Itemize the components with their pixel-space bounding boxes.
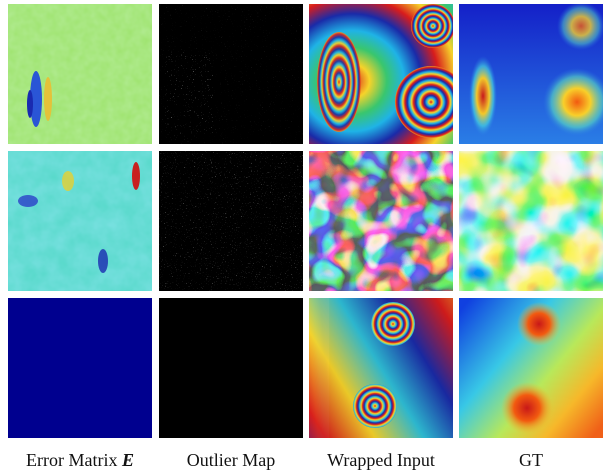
caption-error-matrix: Error Matrix E <box>26 450 134 470</box>
gt-row3 <box>459 298 603 438</box>
error-matrix-row2 <box>8 151 152 291</box>
error-matrix-row1 <box>8 4 152 144</box>
gt-row1 <box>459 4 603 144</box>
wrapped-input-row2 <box>309 151 453 291</box>
error-matrix-row3 <box>8 298 152 438</box>
caption-wrapped-input: Wrapped Input <box>327 450 435 470</box>
gt-row2 <box>459 151 603 291</box>
caption-gt: GT <box>519 450 543 470</box>
wrapped-input-row3 <box>309 298 453 438</box>
wrapped-input-row1 <box>309 4 453 144</box>
caption-outlier-map: Outlier Map <box>186 450 276 470</box>
outlier-map-row3 <box>159 298 303 438</box>
outlier-map-row1 <box>159 4 303 144</box>
outlier-map-row2 <box>159 151 303 291</box>
